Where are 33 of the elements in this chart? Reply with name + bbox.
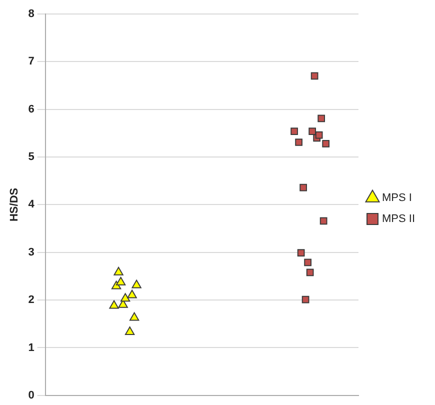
point xyxy=(109,300,119,309)
point xyxy=(308,128,316,135)
y-tick-label: 1 xyxy=(28,342,34,354)
y-tick-label: 5 xyxy=(28,151,34,164)
point xyxy=(318,114,325,122)
point xyxy=(322,140,330,148)
y-axis-title: HS/DS xyxy=(8,188,21,222)
point xyxy=(315,131,323,139)
point xyxy=(295,138,302,146)
point xyxy=(297,249,305,257)
y-tick-label: 2 xyxy=(28,294,34,306)
point xyxy=(310,72,318,80)
point xyxy=(290,128,298,135)
y-tick-label: 4 xyxy=(28,198,36,211)
point xyxy=(302,296,310,304)
point xyxy=(304,258,312,266)
point xyxy=(129,312,140,321)
point xyxy=(124,326,135,335)
legend-label: MPS I xyxy=(382,192,412,204)
point xyxy=(306,268,314,276)
y-tick-label: 8 xyxy=(28,8,34,20)
legend-label: MPS II xyxy=(382,213,416,226)
y-tick-label: 7 xyxy=(28,56,34,68)
point xyxy=(127,290,137,298)
point xyxy=(120,293,130,302)
point xyxy=(116,276,126,286)
y-tick-label: 0 xyxy=(28,389,34,402)
point xyxy=(114,266,124,276)
point xyxy=(132,280,142,288)
y-tick-label: 3 xyxy=(28,246,34,258)
point xyxy=(320,217,328,225)
point xyxy=(300,184,307,192)
y-tick-label: 6 xyxy=(28,103,34,116)
